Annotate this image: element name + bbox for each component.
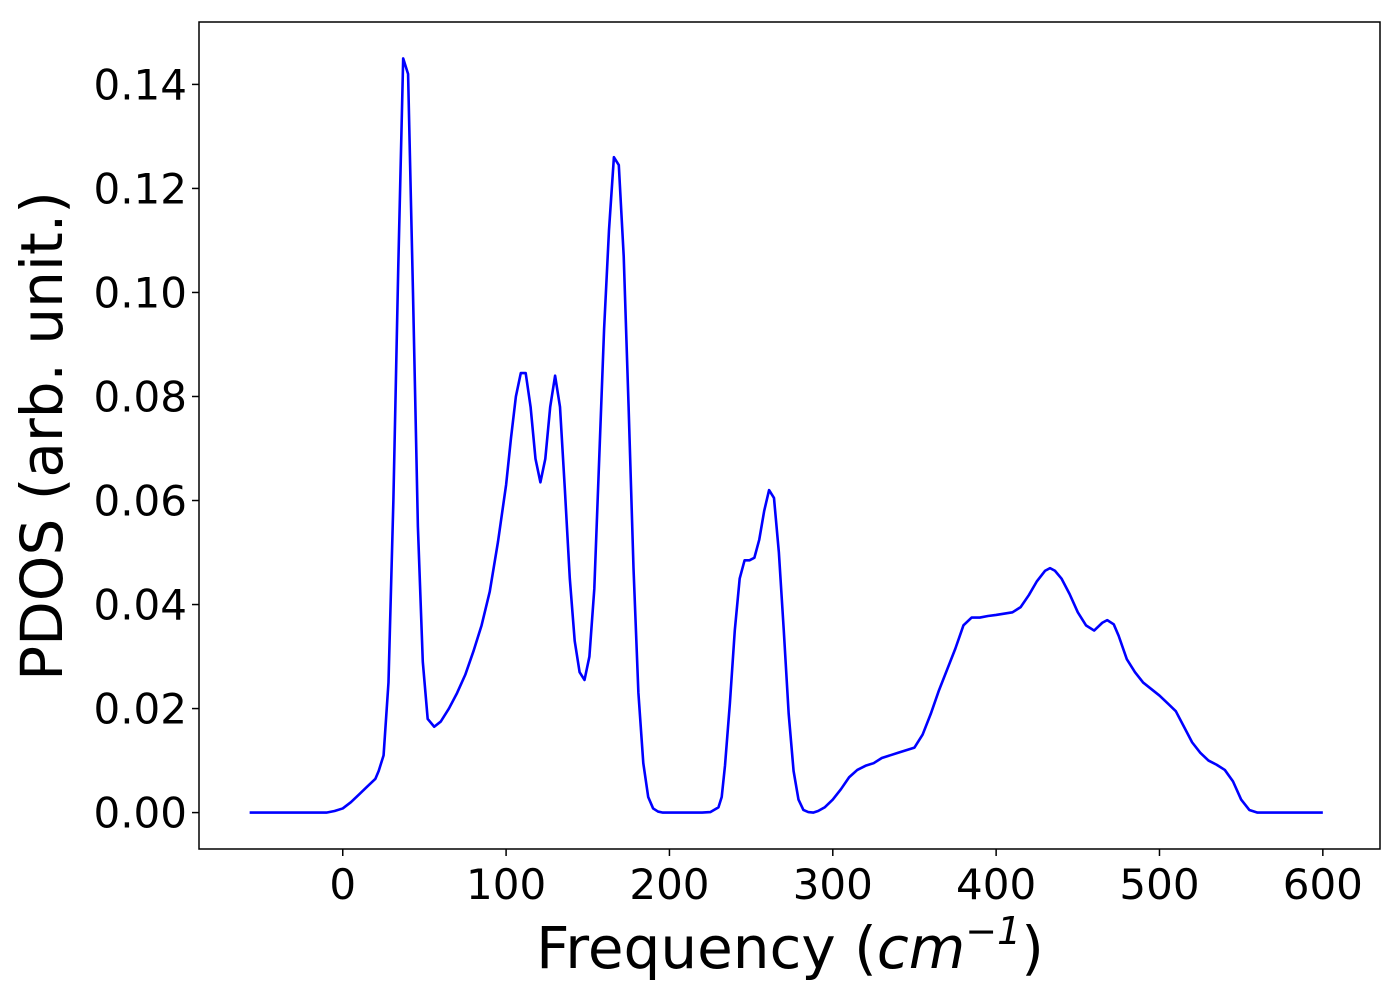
x-tick-label: 100	[466, 860, 546, 909]
x-axis-label-suffix: )	[1021, 914, 1044, 982]
y-tick-label: 0.04	[93, 581, 187, 630]
y-tick-label: 0.14	[93, 60, 187, 109]
y-axis-ticks: 0.00 0.02 0.04 0.06 0.08 0.10 0.12 0.14	[93, 60, 199, 838]
y-tick-label: 0.08	[93, 372, 187, 421]
x-tick-label: 200	[629, 860, 709, 909]
x-tick-label: 500	[1119, 860, 1199, 909]
y-tick-label: 0.10	[93, 268, 187, 317]
x-tick-label: 400	[956, 860, 1036, 909]
x-tick-label: 300	[793, 860, 873, 909]
x-axis-label-prefix: Frequency (	[536, 914, 877, 982]
x-axis-ticks: 0 100 200 300 400 500 600	[329, 849, 1363, 909]
x-axis-label-exponent: −1	[965, 909, 1021, 953]
y-tick-label: 0.12	[93, 164, 187, 213]
axes-frame	[198, 21, 1381, 850]
x-axis-label: Frequency (cm−1)	[536, 909, 1044, 982]
x-tick-label: 600	[1283, 860, 1363, 909]
x-axis-label-unit: cm	[877, 914, 965, 982]
plot-area	[249, 57, 1323, 814]
y-axis-label: PDOS (arb. unit.)	[8, 191, 76, 681]
y-tick-label: 0.06	[93, 477, 187, 526]
series-line-0	[249, 57, 1323, 814]
y-tick-label: 0.02	[93, 685, 187, 734]
x-tick-label: 0	[329, 860, 356, 909]
y-tick-label: 0.00	[93, 789, 187, 838]
